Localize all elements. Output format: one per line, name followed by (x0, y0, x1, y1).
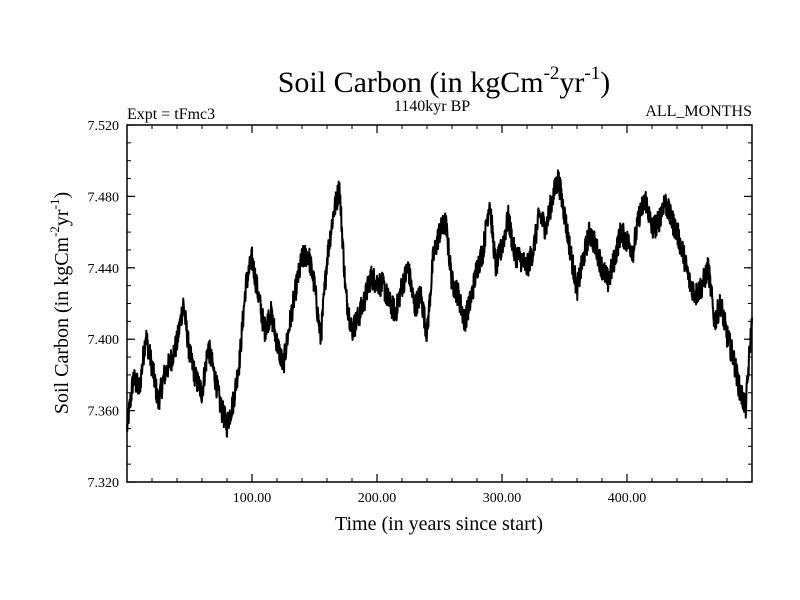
y-tick-label: 7.480 (88, 190, 120, 205)
experiment-label: Expt = tFmc3 (127, 106, 215, 123)
series-layer (126, 169, 753, 438)
x-tick-label: 300.00 (483, 491, 522, 506)
y-axis-ticks: 7.320 7.360 7.400 7.440 7.480 7.520 (88, 119, 752, 491)
y-tick-label: 7.520 (88, 119, 120, 134)
y-tick-label: 7.440 (88, 262, 120, 277)
x-tick-label: 400.00 (608, 491, 647, 506)
y-tick-label: 7.400 (88, 333, 120, 348)
x-axis-ticks: 100.00 200.00 300.00 400.00 (151, 125, 728, 506)
x-axis-label: Time (in years since start) (335, 513, 543, 535)
plot-frame (126, 124, 753, 483)
period-label: 1140kyr BP (394, 98, 470, 115)
y-axis-label: Soil Carbon (in kgCm-2yr-1) (47, 192, 73, 414)
y-tick-label: 7.320 (88, 476, 120, 491)
series-line (126, 169, 753, 438)
x-tick-label: 100.00 (233, 491, 272, 506)
chart-title: Soil Carbon (in kgCm-2yr-1) (278, 63, 611, 99)
months-label: ALL_MONTHS (645, 103, 752, 120)
x-tick-label: 200.00 (358, 491, 397, 506)
y-tick-label: 7.360 (88, 405, 120, 420)
